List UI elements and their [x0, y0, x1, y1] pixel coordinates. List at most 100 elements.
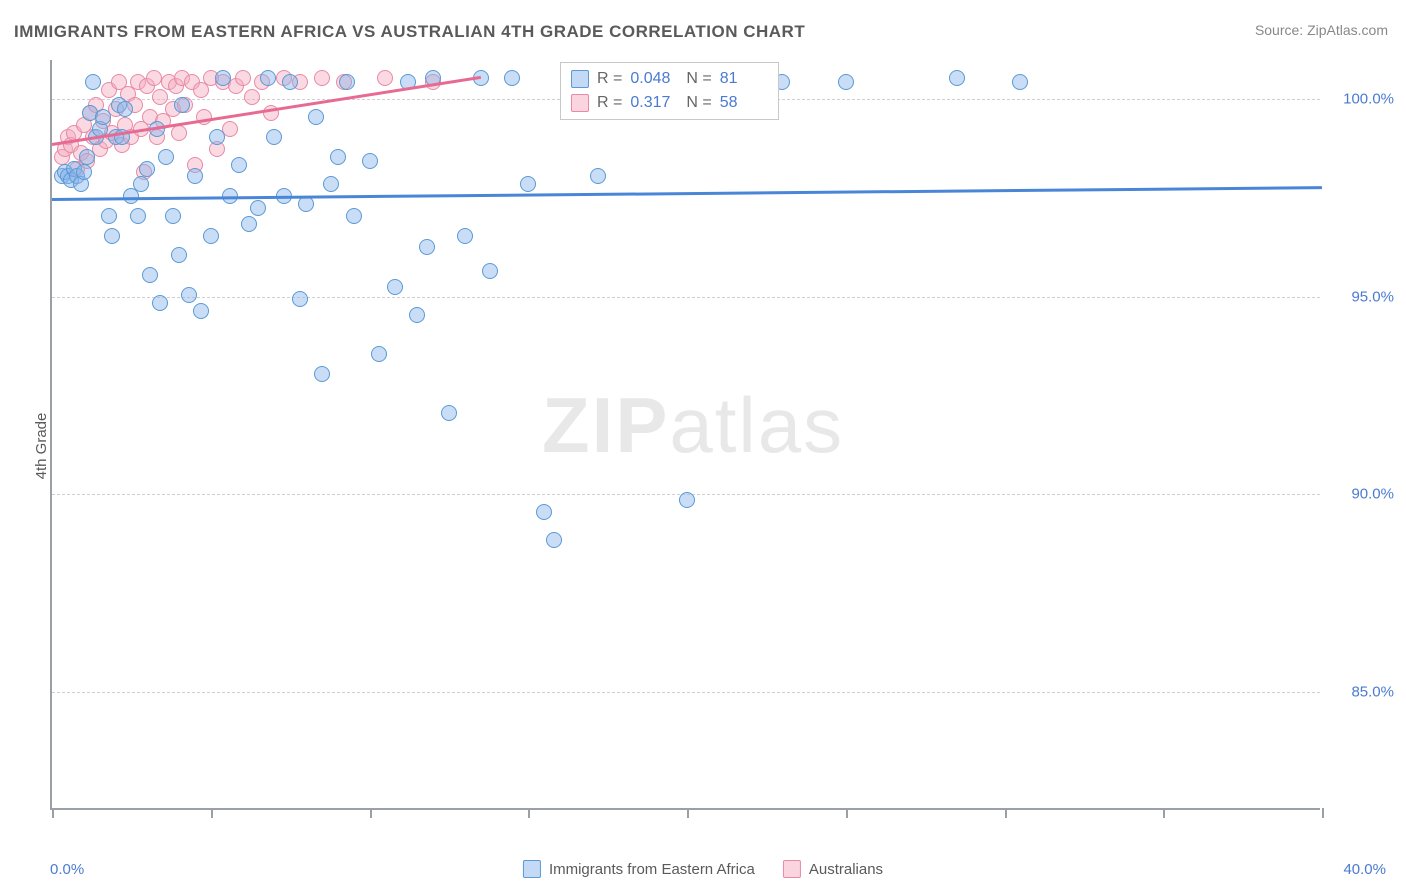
r-value-pink: 0.317: [630, 94, 678, 112]
data-point-blue: [231, 157, 247, 173]
data-point-blue: [409, 307, 425, 323]
data-point-blue: [282, 74, 298, 90]
data-point-blue: [85, 74, 101, 90]
data-point-blue: [130, 208, 146, 224]
data-point-blue: [949, 70, 965, 86]
n-label: N =: [686, 94, 711, 112]
data-point-pink: [314, 70, 330, 86]
y-tick-label: 100.0%: [1343, 91, 1394, 108]
n-label: N =: [686, 70, 711, 88]
data-point-blue: [133, 176, 149, 192]
data-point-blue: [215, 70, 231, 86]
data-point-blue: [371, 346, 387, 362]
y-tick-label: 85.0%: [1351, 683, 1394, 700]
data-point-blue: [152, 295, 168, 311]
data-point-blue: [76, 164, 92, 180]
x-tick: [211, 808, 213, 818]
data-point-pink: [377, 70, 393, 86]
data-point-blue: [104, 228, 120, 244]
blue-swatch-icon: [571, 70, 589, 88]
r-label: R =: [597, 70, 622, 88]
data-point-blue: [95, 109, 111, 125]
data-point-blue: [457, 228, 473, 244]
data-point-blue: [546, 532, 562, 548]
data-point-blue: [193, 303, 209, 319]
gridline-h: [52, 297, 1320, 298]
data-point-blue: [346, 208, 362, 224]
data-point-pink: [244, 89, 260, 105]
data-point-blue: [838, 74, 854, 90]
data-point-pink: [152, 89, 168, 105]
chart-title: IMMIGRANTS FROM EASTERN AFRICA VS AUSTRA…: [14, 22, 805, 42]
data-point-blue: [158, 149, 174, 165]
data-point-blue: [330, 149, 346, 165]
y-tick-label: 95.0%: [1351, 288, 1394, 305]
gridline-h: [52, 692, 1320, 693]
data-point-pink: [146, 70, 162, 86]
pink-swatch-icon: [783, 860, 801, 878]
r-value-blue: 0.048: [630, 70, 678, 88]
data-point-blue: [323, 176, 339, 192]
source-label: Source: ZipAtlas.com: [1255, 22, 1388, 38]
data-point-blue: [536, 504, 552, 520]
watermark-zip: ZIP: [542, 381, 669, 469]
data-point-blue: [203, 228, 219, 244]
trend-line-blue: [52, 186, 1322, 200]
data-point-blue: [590, 168, 606, 184]
data-point-blue: [482, 263, 498, 279]
data-point-pink: [171, 125, 187, 141]
data-point-blue: [174, 97, 190, 113]
stat-row-pink: R = 0.317 N = 58: [571, 91, 768, 115]
legend-item-pink: Australians: [783, 860, 883, 878]
x-tick: [687, 808, 689, 818]
data-point-blue: [101, 208, 117, 224]
x-tick: [1005, 808, 1007, 818]
y-tick-label: 90.0%: [1351, 486, 1394, 503]
legend-item-blue: Immigrants from Eastern Africa: [523, 860, 755, 878]
n-value-blue: 81: [720, 70, 768, 88]
x-tick: [846, 808, 848, 818]
data-point-blue: [181, 287, 197, 303]
data-point-blue: [117, 101, 133, 117]
data-point-blue: [441, 405, 457, 421]
data-point-blue: [308, 109, 324, 125]
plot-area: ZIPatlas: [50, 60, 1320, 810]
data-point-pink: [235, 70, 251, 86]
data-point-blue: [679, 492, 695, 508]
data-point-blue: [266, 129, 282, 145]
data-point-blue: [241, 216, 257, 232]
data-point-blue: [504, 70, 520, 86]
data-point-blue: [209, 129, 225, 145]
data-point-blue: [250, 200, 266, 216]
data-point-blue: [520, 176, 536, 192]
data-point-blue: [142, 267, 158, 283]
bottom-legend: Immigrants from Eastern Africa Australia…: [523, 860, 883, 878]
data-point-blue: [298, 196, 314, 212]
data-point-blue: [187, 168, 203, 184]
data-point-blue: [165, 208, 181, 224]
n-value-pink: 58: [720, 94, 768, 112]
data-point-blue: [79, 149, 95, 165]
x-max-label: 40.0%: [1343, 861, 1386, 878]
x-tick: [1322, 808, 1324, 818]
data-point-blue: [387, 279, 403, 295]
stat-row-blue: R = 0.048 N = 81: [571, 67, 768, 91]
data-point-blue: [260, 70, 276, 86]
chart-container: IMMIGRANTS FROM EASTERN AFRICA VS AUSTRA…: [0, 0, 1406, 892]
r-label: R =: [597, 94, 622, 112]
data-point-blue: [419, 239, 435, 255]
x-min-label: 0.0%: [50, 861, 84, 878]
watermark: ZIPatlas: [542, 380, 844, 471]
x-tick: [52, 808, 54, 818]
x-tick: [370, 808, 372, 818]
data-point-blue: [362, 153, 378, 169]
stat-legend: R = 0.048 N = 81 R = 0.317 N = 58: [560, 62, 779, 120]
pink-swatch-icon: [571, 94, 589, 112]
data-point-blue: [339, 74, 355, 90]
x-tick: [528, 808, 530, 818]
x-tick: [1163, 808, 1165, 818]
data-point-blue: [1012, 74, 1028, 90]
y-axis-label: 4th Grade: [33, 413, 50, 480]
blue-swatch-icon: [523, 860, 541, 878]
data-point-blue: [292, 291, 308, 307]
